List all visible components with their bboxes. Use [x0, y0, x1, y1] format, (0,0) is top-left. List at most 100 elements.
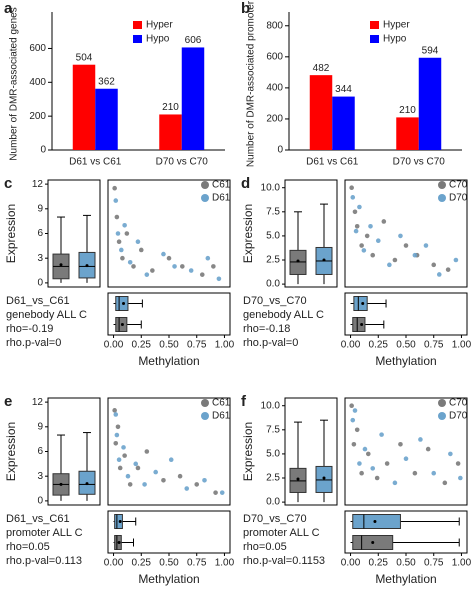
scatter-point [133, 461, 139, 467]
scatter-point [350, 417, 356, 423]
scatter-point [368, 223, 373, 229]
scatter-point [205, 255, 211, 261]
scatter-point [398, 441, 403, 447]
scatter-point [142, 482, 147, 487]
legend-label: D70 [449, 411, 468, 422]
x-tick-label: 0.00 [341, 558, 361, 569]
mean [122, 302, 126, 305]
legend-swatch [370, 35, 379, 43]
box [353, 296, 368, 311]
x-axis-label: Methylation [375, 572, 436, 586]
scatter-point [194, 482, 200, 487]
y-axis-label: Number of DMR-associated promoter [246, 0, 257, 167]
scatter-point [161, 478, 166, 483]
annotation: D61_vs_C61 [6, 295, 70, 307]
scatter-point [354, 223, 360, 229]
bar [418, 57, 442, 150]
annotation: rho.p-val=0 [243, 337, 298, 349]
legend-marker [438, 399, 446, 407]
y-axis-label: Expression [4, 422, 18, 481]
x-tick-label: D61 vs C61 [306, 157, 359, 168]
y-tick-label: 12 [32, 179, 44, 190]
value-label: 344 [335, 84, 352, 95]
legend-swatch [133, 21, 142, 29]
scatter-point [116, 239, 122, 245]
x-tick-label: 0.75 [424, 558, 444, 569]
scatter-point [445, 267, 451, 272]
scatter-point [359, 470, 364, 476]
scatter-point [431, 470, 437, 476]
scatter-point [117, 465, 123, 471]
legend-label: C70 [449, 398, 468, 409]
scatter-point [352, 408, 358, 413]
value-label: 594 [422, 45, 439, 56]
mean [360, 323, 364, 326]
y-tick-label: 5.0 [266, 449, 280, 460]
mean [361, 302, 365, 305]
scatter-point [213, 490, 218, 495]
scatter-point [398, 233, 403, 239]
y-tick-label: 200 [29, 111, 46, 122]
bar [332, 96, 355, 150]
y-tick-label: 0.0 [266, 279, 280, 290]
scatter-point [124, 231, 130, 236]
scatter-point [458, 475, 463, 481]
y-tick-label: 6 [37, 228, 43, 239]
mean [117, 541, 121, 544]
scatter-point [135, 465, 141, 471]
y-tick-label: 7.5 [266, 424, 280, 435]
y-tick-label: 600 [29, 43, 46, 54]
scatter-point [354, 427, 360, 433]
scatter-point [120, 255, 125, 261]
y-tick-label: 800 [266, 20, 283, 31]
scatter-point [115, 231, 121, 236]
x-tick-label: 0.50 [159, 340, 179, 351]
y-axis-label: Expression [241, 422, 255, 481]
x-tick-label: 0.25 [132, 558, 152, 569]
scatter-frame [107, 179, 231, 288]
legend-swatch [370, 21, 379, 29]
mean [85, 482, 89, 486]
scatter-point [349, 403, 354, 409]
box [114, 514, 123, 529]
scatter-point [357, 461, 362, 466]
scatter-point [350, 195, 356, 200]
y-tick-label: 400 [266, 83, 283, 94]
panel-label: c [4, 175, 12, 192]
scatter-point [153, 469, 158, 475]
scatter-point [453, 257, 459, 263]
scatter-point [122, 222, 127, 228]
mean [322, 258, 326, 262]
x-tick-label: 1.00 [215, 558, 235, 569]
scatter-point [436, 272, 442, 277]
scatter-point [381, 219, 387, 224]
scatter-point [188, 268, 194, 273]
y-tick-label: 7.5 [266, 206, 280, 217]
x-tick-label: 0.00 [104, 340, 124, 351]
scatter-point [144, 272, 150, 277]
panel-label: b [241, 0, 250, 17]
x-tick-label: 1.00 [215, 340, 235, 351]
scatter-point [362, 446, 368, 452]
x-tick-label: 0.50 [396, 340, 416, 351]
y-tick-label: 10.0 [261, 400, 281, 411]
y-tick-label: 0 [37, 496, 43, 507]
panel-label: e [4, 393, 12, 410]
legend-label: D61 [212, 411, 231, 422]
panel-label: a [4, 0, 13, 17]
legend-marker [438, 412, 446, 420]
scatter-point [114, 432, 120, 438]
scatter-point [113, 440, 119, 446]
scatter-point [423, 243, 429, 248]
scatter-point [448, 451, 453, 457]
scatter-point [211, 264, 216, 269]
x-tick-label: D70 vs C70 [393, 157, 446, 168]
scatter-point [219, 490, 225, 495]
annotation: D70_vs_C70 [243, 513, 307, 525]
value-label: 482 [313, 63, 330, 74]
scatter-point [374, 475, 380, 481]
y-tick-label: 5.0 [266, 231, 280, 242]
x-tick-label: 1.00 [452, 558, 472, 569]
bar [181, 47, 205, 151]
scatter-point [352, 209, 358, 215]
